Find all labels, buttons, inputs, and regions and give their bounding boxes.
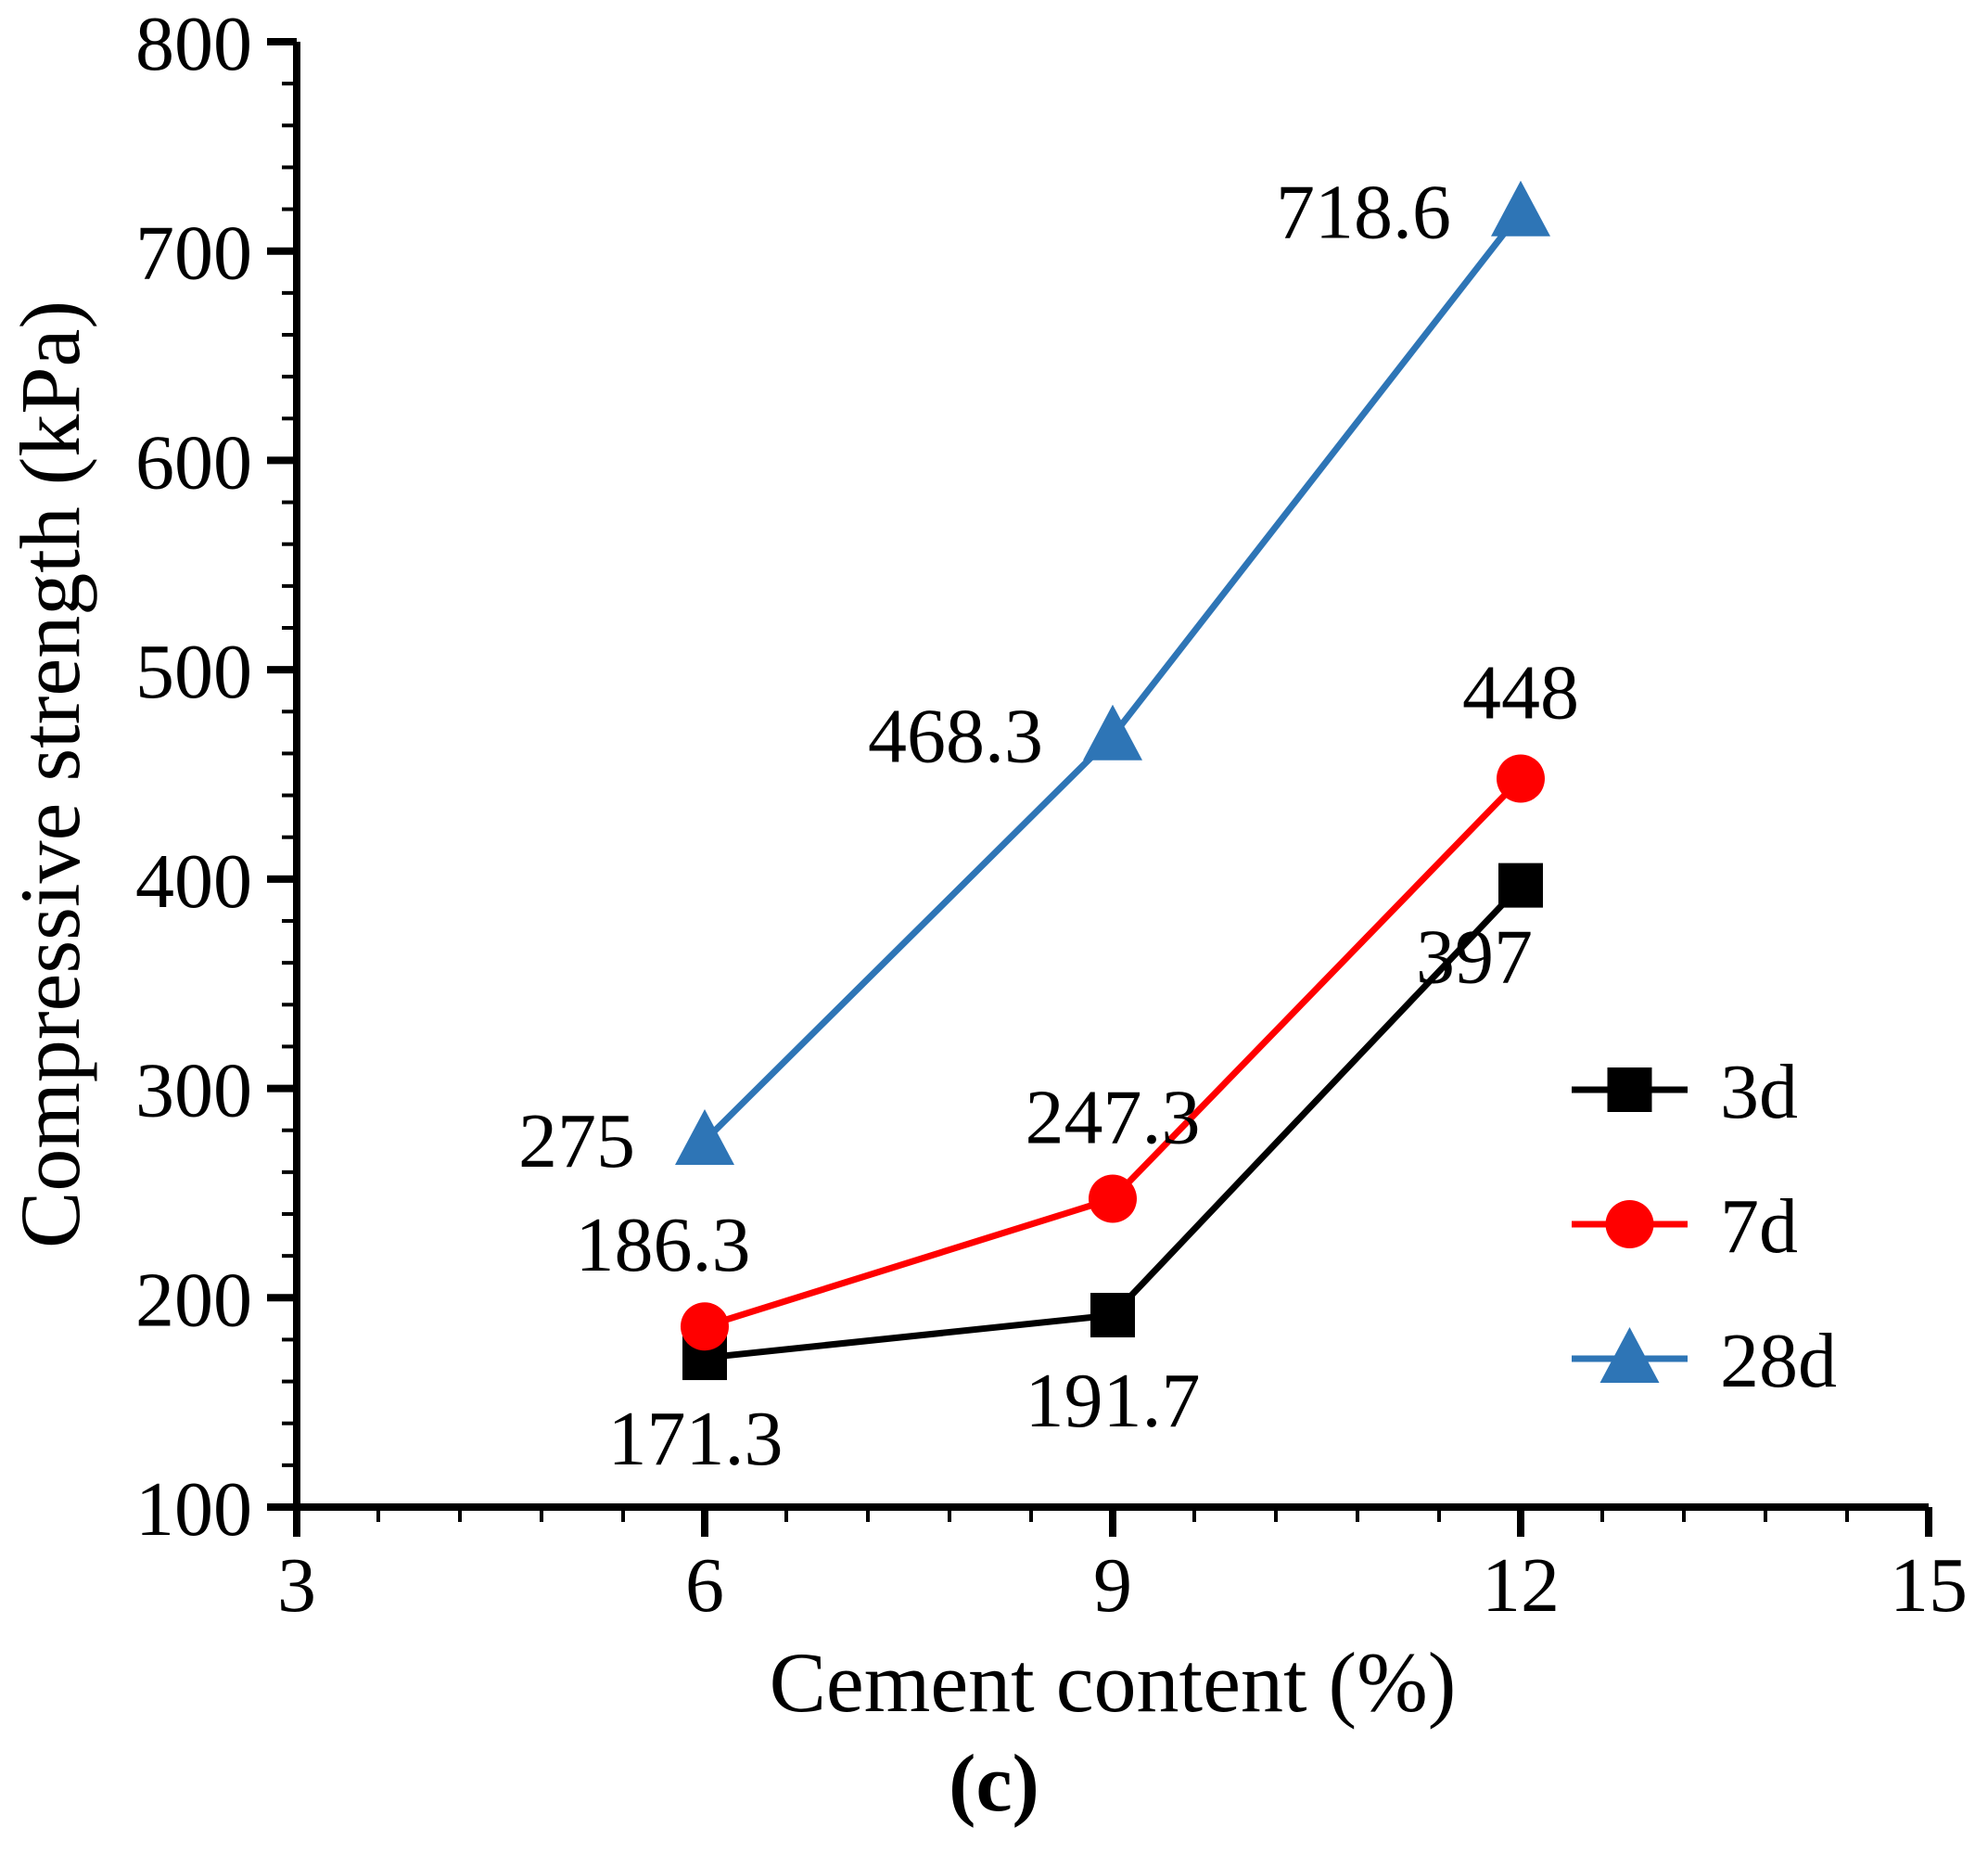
y-tick-label: 800 — [135, 1, 252, 87]
y-tick-label: 600 — [135, 419, 252, 505]
marker-circle — [1089, 1174, 1137, 1223]
x-axis-title: Cement content (%) — [770, 1635, 1457, 1730]
axes-lines — [293, 42, 1929, 1511]
y-tick-label: 200 — [135, 1257, 252, 1343]
data-label: 397 — [1416, 914, 1533, 1001]
legend-label: 7d — [1720, 1183, 1798, 1270]
series-7d: 186.3 247.3 448 — [576, 650, 1579, 1351]
legend: 3d 7d 28d — [1572, 1049, 1837, 1404]
series-3d: 171.3 191.7 397 — [608, 863, 1543, 1482]
marker-square — [1607, 1067, 1652, 1112]
data-label: 191.7 — [1026, 1358, 1201, 1444]
marker-triangle — [1083, 704, 1142, 760]
series-28d: 275 468.3 718.6 — [518, 170, 1550, 1184]
data-label: 171.3 — [608, 1396, 784, 1482]
series-line-28d — [702, 210, 1523, 1144]
x-tick-label: 15 — [1890, 1542, 1968, 1629]
marker-circle — [1497, 754, 1545, 803]
data-label: 448 — [1462, 650, 1579, 736]
marker-square — [1498, 863, 1543, 908]
marker-circle — [1605, 1200, 1654, 1248]
legend-label: 28d — [1720, 1318, 1837, 1404]
marker-triangle — [1599, 1327, 1660, 1383]
y-axis-title: Compressive strength (kPa) — [3, 300, 97, 1248]
x-tick-label: 3 — [277, 1542, 316, 1629]
series-line-7d — [703, 776, 1523, 1330]
data-label: 247.3 — [1026, 1075, 1201, 1161]
data-label: 186.3 — [576, 1202, 751, 1288]
x-tick-label: 9 — [1093, 1542, 1132, 1629]
marker-square — [1090, 1293, 1135, 1338]
plot-area: 3 6 9 12 15 100 200 300 400 500 600 700 800 171.3 191.… — [135, 1, 1968, 1629]
x-tick-label: 12 — [1482, 1542, 1560, 1629]
y-tick-label: 100 — [135, 1466, 252, 1553]
y-tick-label: 500 — [135, 629, 252, 715]
marker-circle — [681, 1302, 729, 1351]
marker-triangle — [1491, 180, 1550, 236]
data-label: 468.3 — [868, 694, 1043, 780]
legend-item-3d: 3d — [1572, 1049, 1798, 1135]
figure-caption: (c) — [949, 1739, 1039, 1829]
marker-triangle — [675, 1109, 734, 1165]
y-tick-label: 400 — [135, 838, 252, 925]
legend-item-7d: 7d — [1572, 1183, 1798, 1270]
y-tick-label: 700 — [135, 211, 252, 297]
data-label: 718.6 — [1276, 170, 1451, 256]
x-tick-label: 6 — [685, 1542, 724, 1629]
data-label: 275 — [518, 1098, 635, 1184]
y-tick-label: 300 — [135, 1048, 252, 1134]
legend-label: 3d — [1720, 1049, 1798, 1135]
legend-item-28d: 28d — [1572, 1318, 1837, 1404]
